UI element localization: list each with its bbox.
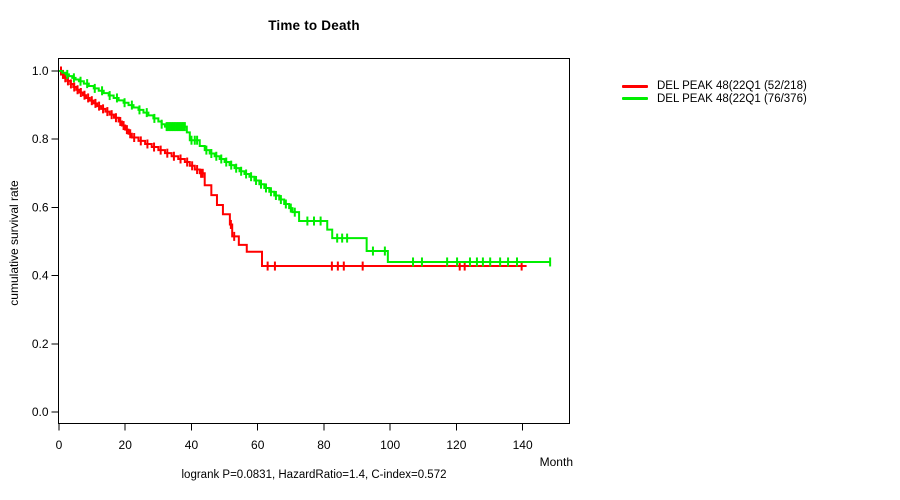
plot-box: [58, 58, 570, 424]
chart-title: Time to Death: [268, 18, 360, 33]
legend-line-swatch-green: [622, 97, 648, 101]
x-tick-label: 60: [251, 438, 265, 452]
x-tick-label: 20: [119, 438, 133, 452]
y-tick-label: 1.0: [32, 64, 49, 78]
stats-annotation: logrank P=0.0831, HazardRatio=1.4, C-ind…: [181, 469, 447, 481]
legend-label-group1: DEL PEAK 48(22Q1 (52/218): [657, 80, 807, 93]
x-tick-label: 40: [185, 438, 199, 452]
y-tick-label: 0.0: [32, 405, 49, 419]
y-tick-label: 0.2: [32, 337, 49, 351]
y-tick-label: 0.8: [32, 132, 49, 146]
x-tick-label: 80: [317, 438, 331, 452]
x-tick-label: 100: [380, 438, 400, 452]
legend-item-group2: DEL PEAK 48(22Q1 (76/376): [622, 93, 807, 106]
x-axis-title: Month: [539, 455, 573, 469]
km-curve-red: [59, 70, 527, 268]
x-tick-label: 120: [446, 438, 466, 452]
legend-item-group1: DEL PEAK 48(22Q1 (52/218): [622, 80, 807, 93]
x-tick-label: 0: [56, 438, 63, 452]
x-tick-label: 140: [513, 438, 533, 452]
km-curve-green: [59, 70, 550, 263]
legend-line-swatch-red: [622, 84, 648, 88]
legend-label-group2: DEL PEAK 48(22Q1 (76/376): [657, 92, 807, 105]
y-tick-label: 0.6: [32, 200, 49, 214]
y-tick-label: 0.4: [32, 269, 49, 283]
legend: DEL PEAK 48(22Q1 (52/218) DEL PEAK 48(22…: [622, 80, 807, 105]
